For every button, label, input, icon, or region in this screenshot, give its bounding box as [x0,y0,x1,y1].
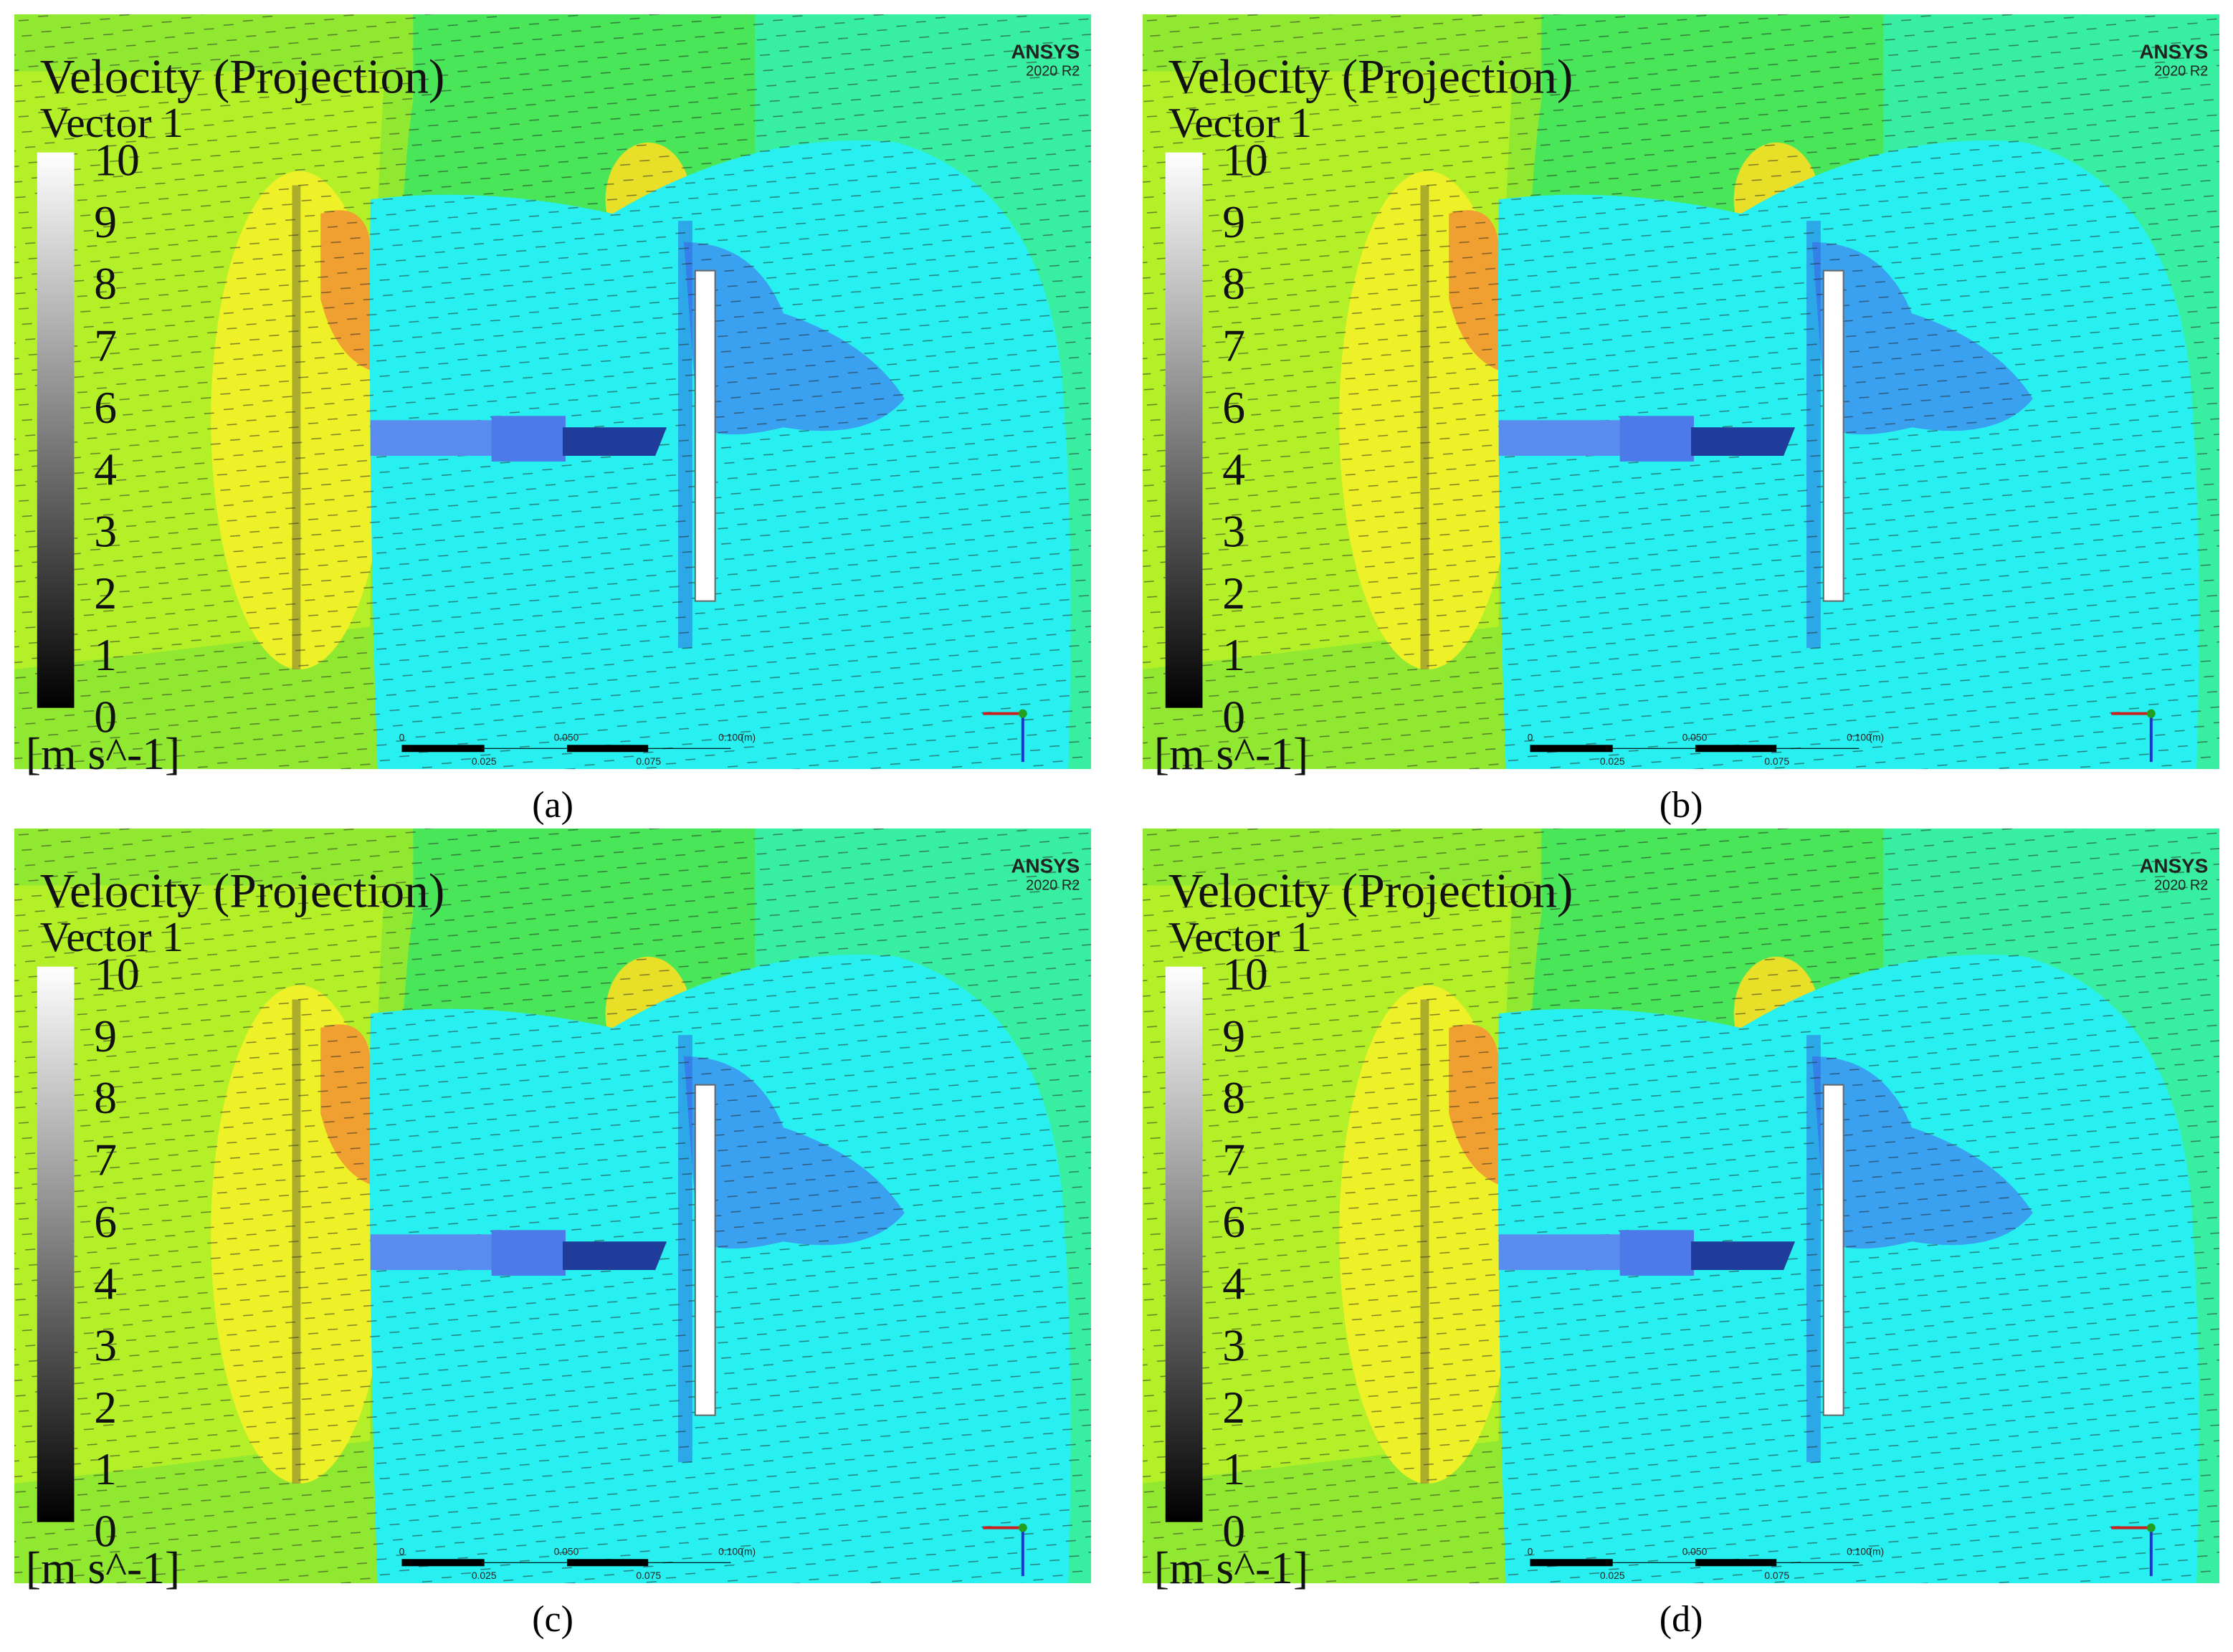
scale-label: 0 [1528,1545,1533,1557]
colorbar-label: 4 [1222,1258,1245,1309]
scale-label: 0.100 [1847,731,1872,743]
colorbar-label: 4 [94,444,117,495]
colorbar-label: 8 [94,1072,117,1123]
panel: Velocity (Projection)Vector 110987643210… [1143,829,2219,1593]
scale-label: 0.025 [1600,755,1625,767]
colorbar-label: 7 [94,1135,117,1185]
panel-subtitle: Vector 1 [1168,913,1312,960]
caption: (a) [532,785,573,826]
colorbar-unit: [m s^-1] [1154,728,1308,779]
scale-label: 0.025 [1600,1570,1625,1581]
panel-subtitle: Vector 1 [40,913,184,960]
version: 2020 R2 [1026,63,1080,79]
scale-label: 0.025 [472,1570,497,1581]
colorbar-label: 0 [1222,1505,1245,1556]
version: 2020 R2 [2154,63,2208,79]
colorbar-label: 7 [1222,1135,1245,1185]
colorbar-label: 9 [1222,1011,1245,1061]
colorbar-label: 10 [1222,949,1268,1000]
colorbar-label: 3 [1222,505,1245,556]
scale-label: 0 [1528,731,1533,743]
scale-label: 0 [399,731,405,743]
colorbar-label: 3 [94,505,117,556]
panel: Velocity (Projection)Vector 110987643210… [14,14,1091,779]
colorbar-unit: [m s^-1] [26,728,180,779]
colorbar-label: 1 [94,629,117,680]
colorbar-label: 0 [94,691,117,742]
colorbar-label: 10 [94,135,140,186]
panel-title: Velocity (Projection) [1168,49,1573,103]
caption: (b) [1660,785,1703,826]
colorbar-label: 9 [1222,196,1245,247]
colorbar-label: 6 [94,1196,117,1247]
panel-title: Velocity (Projection) [1168,864,1573,917]
colorbar-label: 4 [1222,444,1245,495]
brand: ANSYS [2139,855,2208,877]
colorbar-unit: [m s^-1] [1154,1542,1308,1593]
colorbar-label: 8 [1222,258,1245,309]
scale-unit: (m) [741,1545,756,1557]
caption: (d) [1660,1599,1703,1640]
scale-unit: (m) [1869,1545,1884,1557]
panel-title: Velocity (Projection) [40,49,445,103]
panel-title: Velocity (Projection) [40,864,445,917]
scale-label: 0.050 [1682,731,1708,743]
colorbar-label: 2 [1222,1382,1245,1433]
colorbar-label: 2 [1222,568,1245,619]
colorbar-label: 2 [94,1382,117,1433]
scale-label: 0.050 [554,731,579,743]
colorbar-label: 9 [94,1011,117,1061]
version: 2020 R2 [1026,877,1080,893]
scale-label: 0.075 [636,755,661,767]
panel: Velocity (Projection)Vector 110987643210… [1143,14,2219,779]
colorbar-label: 1 [1222,629,1245,680]
colorbar-label: 7 [1222,320,1245,371]
colorbar-label: 0 [94,1505,117,1556]
scale-label: 0.025 [472,755,497,767]
scale-unit: (m) [741,731,756,743]
colorbar-label: 10 [94,949,140,1000]
colorbar-label: 3 [1222,1319,1245,1370]
colorbar-label: 6 [1222,382,1245,433]
scale-unit: (m) [1869,731,1884,743]
brand: ANSYS [1011,41,1080,63]
scale-label: 0.100 [718,731,743,743]
colorbar-label: 10 [1222,135,1268,186]
colorbar-label: 0 [1222,691,1245,742]
colorbar-label: 6 [1222,1196,1245,1247]
colorbar-label: 6 [94,382,117,433]
panel-subtitle: Vector 1 [40,99,184,146]
colorbar-label: 7 [94,320,117,371]
scale-label: 0.075 [1764,1570,1789,1581]
caption: (c) [532,1599,573,1640]
brand: ANSYS [1011,855,1080,877]
colorbar-label: 8 [94,258,117,309]
colorbar-label: 9 [94,196,117,247]
scale-label: 0.075 [1764,755,1789,767]
colorbar-label: 1 [1222,1443,1245,1494]
brand: ANSYS [2139,41,2208,63]
colorbar-label: 8 [1222,1072,1245,1123]
scale-label: 0.050 [1682,1545,1708,1557]
scale-label: 0.050 [554,1545,579,1557]
colorbar-label: 3 [94,1319,117,1370]
colorbar-unit: [m s^-1] [26,1542,180,1593]
scale-label: 0 [399,1545,405,1557]
colorbar-label: 1 [94,1443,117,1494]
panel: Velocity (Projection)Vector 110987643210… [14,829,1091,1593]
panel-subtitle: Vector 1 [1168,99,1312,146]
colorbar-label: 2 [94,568,117,619]
scale-label: 0.100 [1847,1545,1872,1557]
version: 2020 R2 [2154,877,2208,893]
scale-label: 0.075 [636,1570,661,1581]
colorbar-label: 4 [94,1258,117,1309]
scale-label: 0.100 [718,1545,743,1557]
